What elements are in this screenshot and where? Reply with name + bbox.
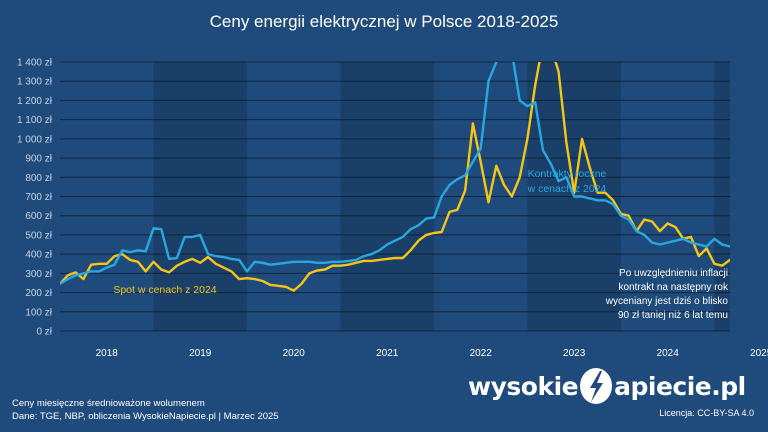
y-tick-label: 700 zł [25, 192, 52, 203]
y-tick-label: 300 zł [25, 269, 52, 280]
y-tick-label: 1 200 zł [17, 96, 53, 107]
contracts-series-label-line2: w cenach z 2024 [527, 183, 607, 195]
y-tick-label: 1 300 zł [17, 77, 53, 88]
logo-text-right: apiecie.pl [614, 371, 746, 401]
y-tick-label: 400 zł [25, 250, 52, 261]
contracts-series-label-line1: Kontrakty roczne [528, 168, 607, 180]
x-tick-label: 2018 [96, 348, 119, 359]
lightning-n-icon [580, 368, 613, 404]
y-tick-label: 1 100 zł [17, 115, 53, 126]
license-text: Licencja: CC-BY-SA 4.0 [659, 408, 754, 418]
footnote-line-2: Dane: TGE, NBP, obliczenia WysokieNapiec… [12, 411, 279, 422]
y-tick-label: 600 zł [25, 211, 52, 222]
annotation-note-line: kontrakt na następny rok [618, 282, 729, 293]
y-tick-label: 200 zł [25, 288, 52, 299]
contracts-series-line [60, 62, 730, 285]
x-tick-label: 2023 [563, 348, 586, 359]
spot-series-label: Spot w cenach z 2024 [113, 284, 216, 296]
x-tick-label: 2022 [470, 348, 493, 359]
y-tick-label: 1 000 zł [17, 134, 53, 145]
chart-title: Ceny energii elektrycznej w Polsce 2018-… [209, 12, 559, 31]
y-tick-label: 900 zł [25, 154, 52, 165]
annotation-note-line: 90 zł taniej niż 6 lat temu [618, 310, 728, 321]
footnote-line-1: Ceny miesięczne średnioważone wolumenem [12, 398, 205, 409]
annotation-note-line: wyceniany jest dziś o blisko [605, 296, 729, 307]
x-tick-label: 2025 [750, 348, 768, 359]
y-tick-label: 0 zł [36, 327, 52, 338]
x-tick-label: 2021 [376, 348, 399, 359]
footnote: Ceny miesięczne średnioważone wolumenem … [12, 397, 279, 423]
y-tick-label: 500 zł [25, 230, 52, 241]
brand-logo[interactable]: wysokie apiecie.pl [468, 364, 746, 408]
x-tick-label: 2024 [657, 348, 680, 359]
annotation-note-line: Po uwzględnieniu inflacji [619, 268, 728, 279]
y-tick-label: 1 400 zł [17, 58, 53, 69]
x-tick-label: 2019 [189, 348, 212, 359]
x-tick-label: 2020 [283, 348, 306, 359]
logo-text-left: wysokie [468, 371, 579, 401]
y-tick-label: 100 zł [25, 307, 52, 318]
y-tick-label: 800 zł [25, 173, 52, 184]
